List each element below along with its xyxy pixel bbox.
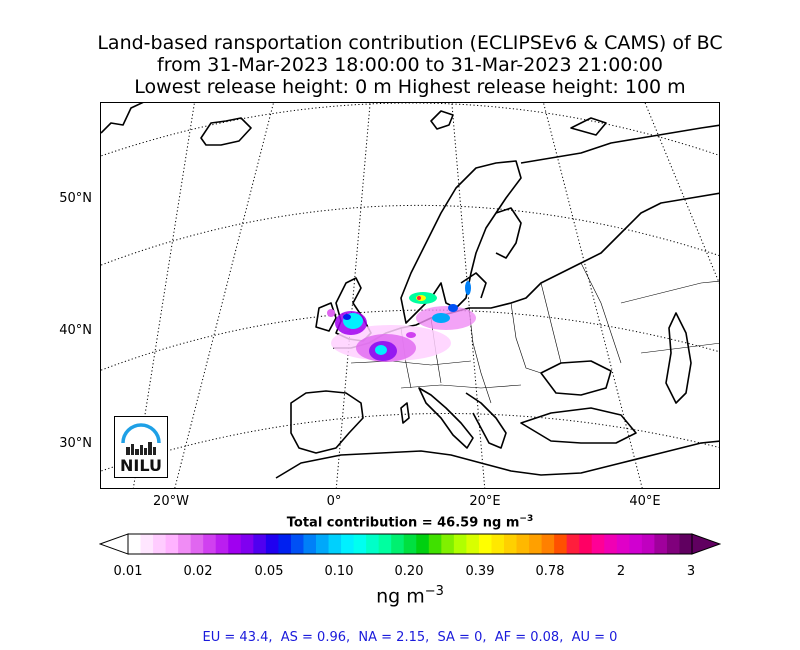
colorbar-cell (654, 534, 668, 554)
colorbar-cell (403, 534, 417, 554)
colorbar-cell (428, 534, 442, 554)
colorbar-cell (153, 534, 167, 554)
colorbar-cell (566, 534, 580, 554)
colorbar-cell (453, 534, 467, 554)
colorbar-cell (416, 534, 430, 554)
colorbar-cell (165, 534, 179, 554)
colorbar-cell (316, 534, 330, 554)
map-title-line-2: from 31-Mar-2023 18:00:00 to 31-Mar-2023… (157, 54, 663, 76)
colorbar-tick-label: 0.02 (183, 564, 213, 579)
meridian-20e (451, 103, 486, 488)
colorbar-cell (228, 534, 242, 554)
latitude-line-40n (101, 309, 719, 371)
colorbar-tick-label: 2 (616, 564, 626, 579)
nilu-logo-mark-icon (121, 423, 161, 455)
total-contribution: Total contribution = 46.59 ng m−3 (100, 514, 720, 530)
regional-statistics: EU = 43.4, AS = 0.96, NA = 2.15, SA = 0,… (202, 630, 618, 645)
colorbar-cell (679, 534, 693, 554)
colorbar-cell (253, 534, 267, 554)
lon-label-20e: 20°E (469, 494, 501, 509)
colorbar-tick-label: 0.10 (324, 564, 354, 579)
unit-exponent: −3 (424, 584, 444, 599)
nilu-logo: NILU (114, 416, 168, 478)
colorbar-cell (641, 534, 655, 554)
map-area (100, 102, 720, 489)
lat-label-40n: 40°N (59, 323, 92, 338)
meridian-40e (543, 103, 643, 488)
map-canvas (101, 103, 719, 488)
lon-label-20w: 20°W (153, 494, 189, 509)
unit-text: ng m (376, 585, 425, 608)
colorbar-tick-label: 0.78 (535, 564, 565, 579)
colorbar-cell (190, 534, 204, 554)
meridian-60e (644, 103, 719, 284)
colorbar-cell (491, 534, 505, 554)
lat-label-30n: 30°N (59, 436, 92, 451)
nilu-logo-text: NILU (120, 456, 162, 475)
colorbar-cell (278, 534, 292, 554)
colorbar-tick-label: 0.05 (254, 564, 284, 579)
lat-label-50n: 50°N (59, 191, 92, 206)
colorbar-tick-label: 3 (686, 564, 696, 579)
colorbar-cell (328, 534, 342, 554)
concentration-plume (327, 281, 476, 362)
total-contribution-exponent: −3 (519, 514, 534, 524)
colorbar-cell (378, 534, 392, 554)
latitude-line-30n (101, 412, 719, 472)
meridian-20w (174, 103, 274, 488)
colorbar-cell (303, 534, 317, 554)
lon-label-0: 0° (326, 494, 342, 509)
colorbar-under-arrow (99, 533, 129, 555)
colorbar-cell (391, 534, 405, 554)
colorbar-cell (529, 534, 543, 554)
colorbar-cell (341, 534, 355, 554)
colorbar-cell (140, 534, 154, 554)
colorbar-cell (616, 534, 630, 554)
colorbar-cell (604, 534, 618, 554)
colorbar-cell (240, 534, 254, 554)
colorbar-cell (265, 534, 279, 554)
colorbar-tick-label: 0.20 (394, 564, 424, 579)
colorbar-cell (554, 534, 568, 554)
colorbar-cell (366, 534, 380, 554)
colorbar-cell (516, 534, 530, 554)
colorbar-cell (215, 534, 229, 554)
colorbar-cell (591, 534, 605, 554)
map-title-line-1: Land-based ransportation contribution (E… (97, 32, 723, 54)
colorbar-cell (629, 534, 643, 554)
latitude-line-50n (101, 204, 719, 266)
colorbar (99, 533, 721, 555)
colorbar-cell (666, 534, 680, 554)
colorbar-cell (353, 534, 367, 554)
total-contribution-text: Total contribution = 46.59 ng m (286, 515, 520, 531)
colorbar-cell (441, 534, 455, 554)
colorbar-unit-label: ng m−3 (100, 584, 720, 607)
colorbar-cell (478, 534, 492, 554)
lon-label-40e: 40°E (629, 494, 661, 509)
colorbar-outline (127, 533, 693, 555)
colorbar-cell (290, 534, 304, 554)
colorbar-cell (466, 534, 480, 554)
colorbar-cell (178, 534, 192, 554)
colorbar-cells (128, 534, 693, 554)
colorbar-cell (504, 534, 518, 554)
map-title-line-3: Lowest release height: 0 m Highest relea… (134, 76, 686, 98)
colorbar-cell (203, 534, 217, 554)
meridian-0 (335, 103, 371, 488)
colorbar-over-arrow (691, 533, 721, 555)
colorbar-cell (128, 534, 142, 554)
colorbar-cell (541, 534, 555, 554)
coastlines (101, 103, 719, 479)
colorbar-tick-label: 0.01 (113, 564, 143, 579)
colorbar-tick-label: 0.39 (465, 564, 495, 579)
colorbar-cell (579, 534, 593, 554)
